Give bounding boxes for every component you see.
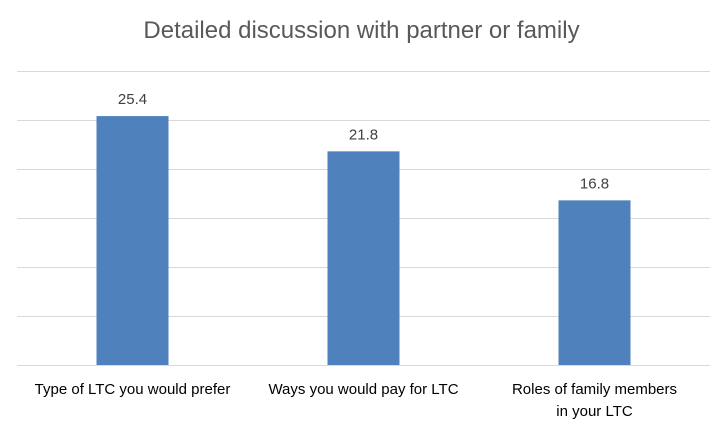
data-label: 25.4 bbox=[118, 91, 147, 108]
chart-title: Detailed discussion with partner or fami… bbox=[143, 17, 579, 44]
category-label: Roles of family members in your LTC bbox=[512, 381, 677, 420]
category-labels: Type of LTC you would prefer Ways you wou… bbox=[35, 381, 677, 420]
bar bbox=[559, 200, 631, 365]
bar bbox=[97, 116, 169, 365]
category-label: Ways you would pay for LTC bbox=[268, 381, 458, 398]
bars bbox=[97, 116, 631, 365]
category-label: Type of LTC you would prefer bbox=[35, 381, 231, 398]
bar bbox=[328, 151, 400, 365]
data-label: 16.8 bbox=[580, 175, 609, 192]
data-label: 21.8 bbox=[349, 126, 378, 143]
